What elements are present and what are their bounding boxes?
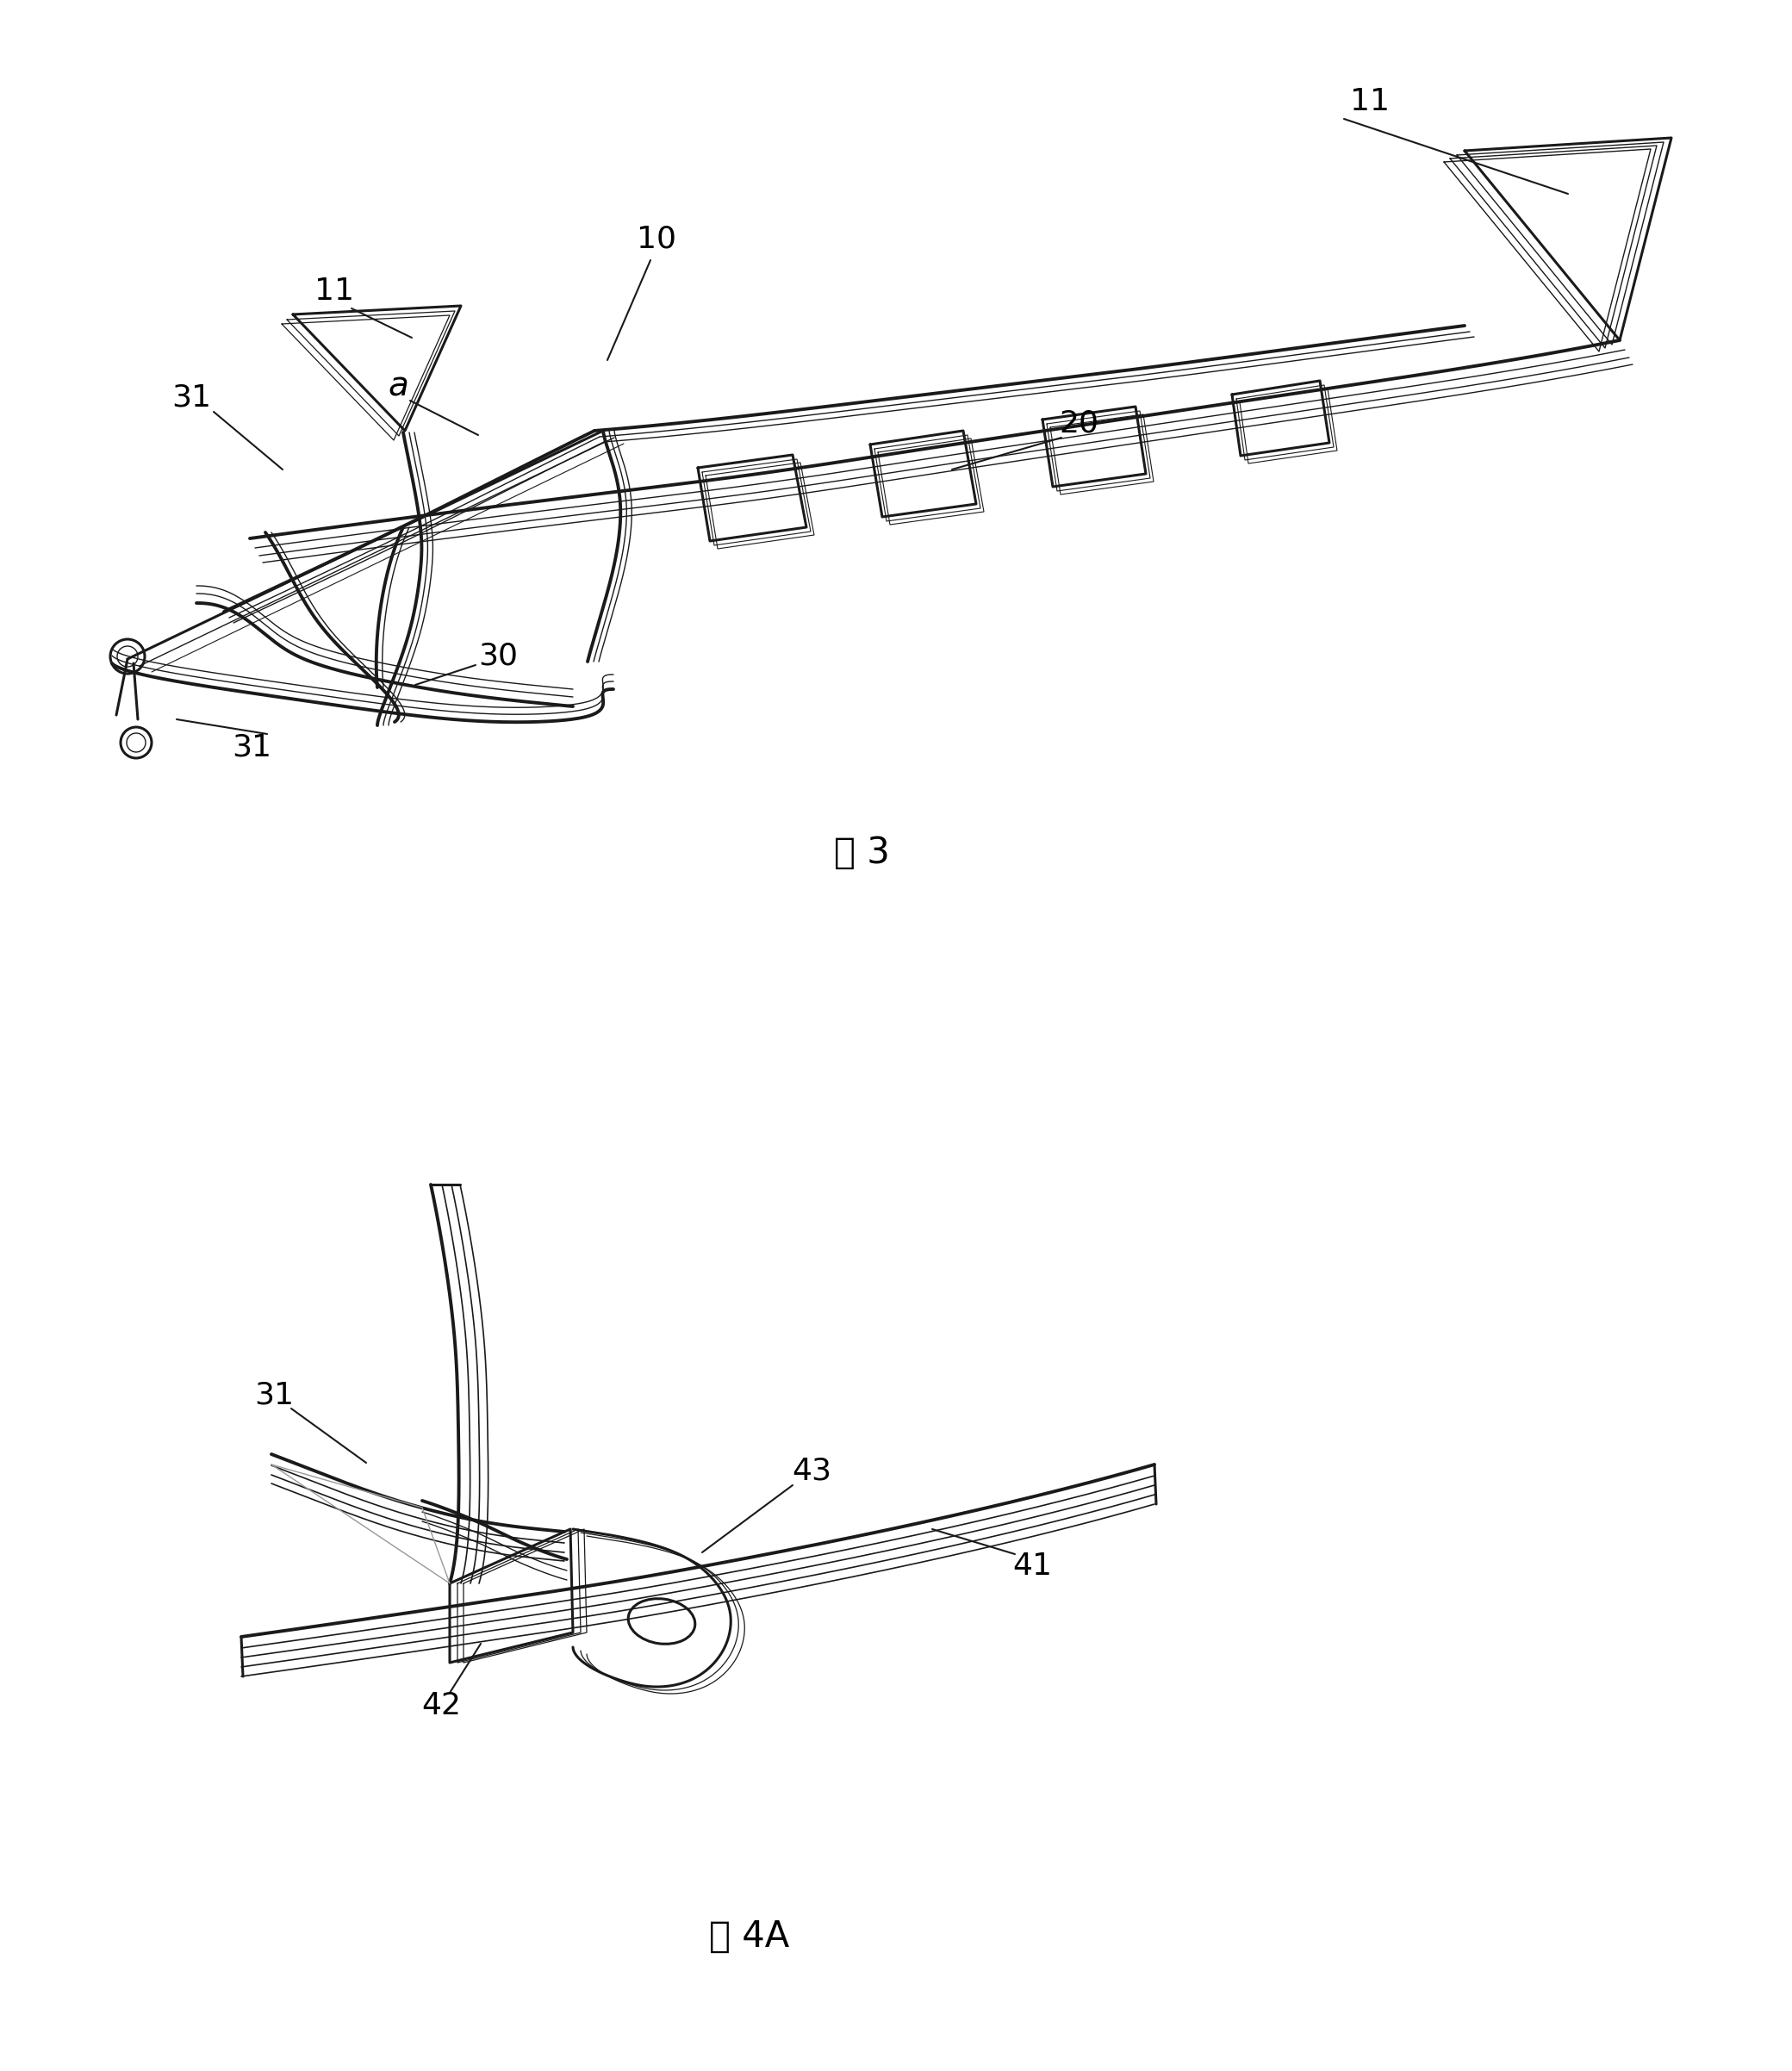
- Text: 11: 11: [1349, 87, 1389, 116]
- Text: 31: 31: [254, 1381, 294, 1410]
- Text: 31: 31: [172, 383, 211, 412]
- Text: 31: 31: [231, 733, 271, 762]
- Text: 11: 11: [314, 278, 355, 307]
- Text: 10: 10: [636, 226, 676, 255]
- Text: a: a: [387, 369, 409, 402]
- Text: 图 4A: 图 4A: [710, 1918, 790, 1955]
- Text: 30: 30: [478, 642, 518, 671]
- Text: 43: 43: [792, 1456, 831, 1487]
- Text: 图 3: 图 3: [833, 835, 889, 872]
- Text: 20: 20: [1059, 410, 1098, 439]
- Text: 42: 42: [421, 1692, 461, 1721]
- Text: 41: 41: [1012, 1551, 1052, 1580]
